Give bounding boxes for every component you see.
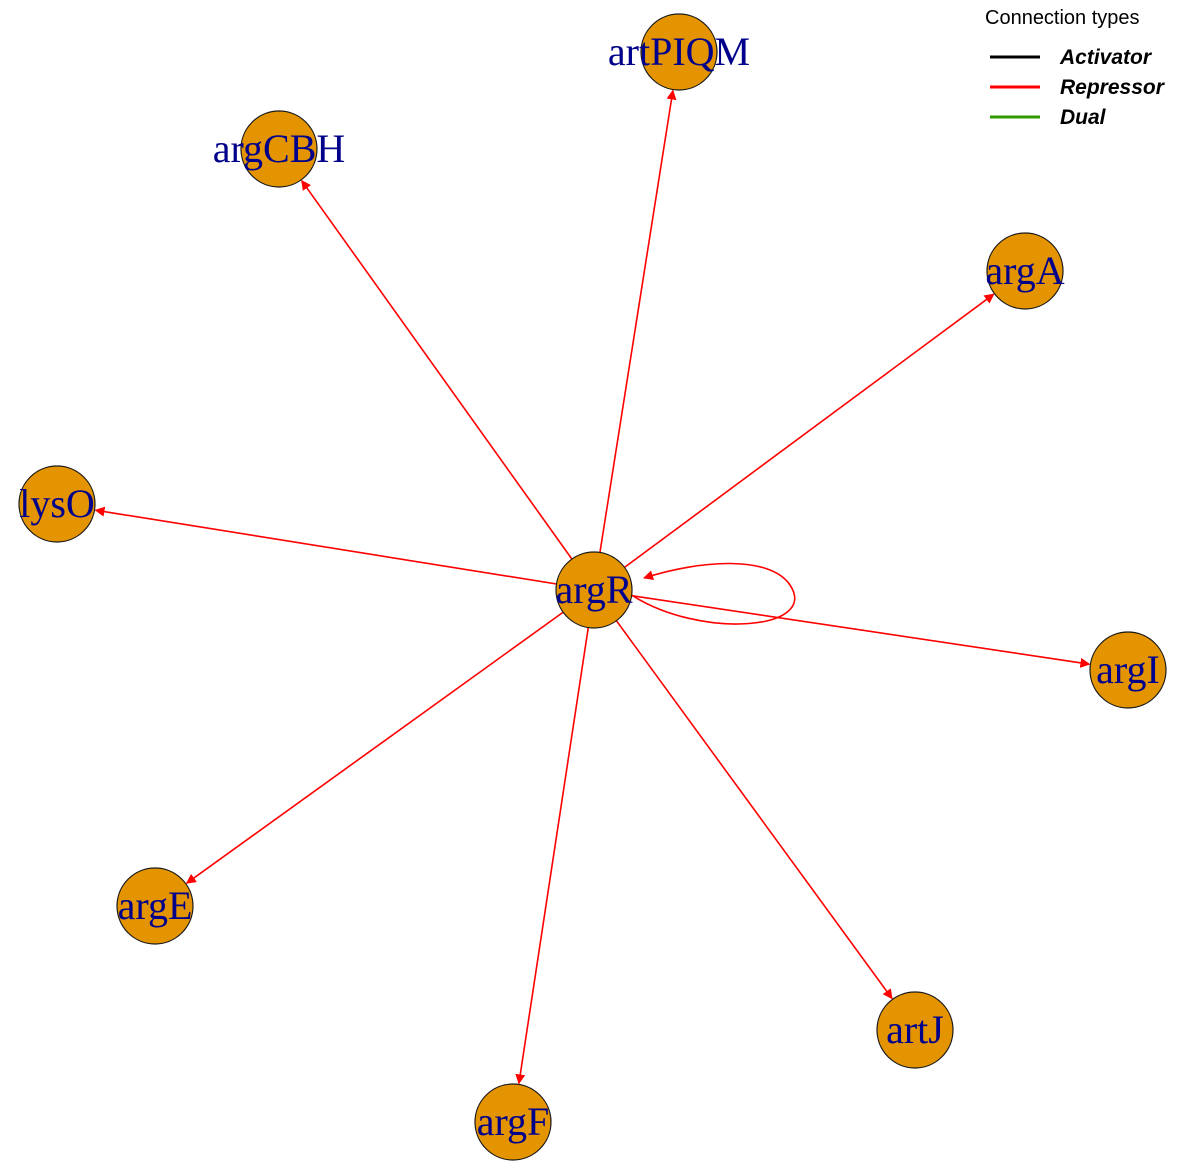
node-artJ: artJ [876, 991, 954, 1069]
legend-label-activator: Activator [1059, 46, 1153, 69]
node-circle [116, 867, 194, 945]
node-label: artPIQM [608, 29, 750, 74]
node-circle [986, 232, 1064, 310]
node-circle [240, 110, 318, 188]
node-artPIQM: artPIQM [608, 13, 750, 91]
node-label: argR [555, 567, 632, 612]
edges-layer [94, 89, 1091, 1085]
node-circle [640, 13, 718, 91]
edge-argR-to-lysO [94, 506, 595, 591]
edge-argR-self-loop [629, 562, 796, 625]
node-label: argA [985, 248, 1064, 293]
edge-argR-to-argCBH [301, 179, 595, 591]
node-circle [474, 1083, 552, 1161]
legend-label-repressor: Repressor [1060, 76, 1166, 99]
edge-argR-to-artPIQM [593, 89, 677, 591]
node-argCBH: argCBH [213, 110, 346, 188]
nodes-layer: argR artPIQM argCBH argA lysO argI argE artJ arg… [18, 13, 1167, 1161]
node-argI: argI [1089, 631, 1167, 709]
legend-items: Activator Repressor Dual [990, 46, 1166, 129]
node-argA: argA [985, 232, 1065, 310]
edge-argR-to-argE [185, 589, 595, 884]
edge-argR-to-argA [593, 293, 995, 591]
node-label: lysO [19, 481, 95, 526]
node-circle [555, 551, 633, 629]
node-circle [876, 991, 954, 1069]
node-label: argE [118, 883, 193, 928]
node-argR: argR [555, 551, 633, 629]
node-lysO: lysO [18, 465, 96, 543]
node-argE: argE [116, 867, 194, 945]
node-label: argF [477, 1099, 550, 1144]
legend-label-dual: Dual [1060, 106, 1107, 129]
edge-argR-to-argI [593, 589, 1091, 668]
node-label: argCBH [213, 126, 346, 171]
node-argF: argF [474, 1083, 552, 1161]
edge-argR-to-argF [515, 589, 595, 1085]
node-label: artJ [886, 1007, 944, 1052]
legend: Connection types Activator Repressor Dual [985, 7, 1166, 129]
node-circle [1089, 631, 1167, 709]
node-label: argI [1096, 647, 1160, 692]
node-circle [18, 465, 96, 543]
edge-argR-to-artJ [593, 589, 893, 1000]
legend-title: Connection types [985, 7, 1140, 29]
